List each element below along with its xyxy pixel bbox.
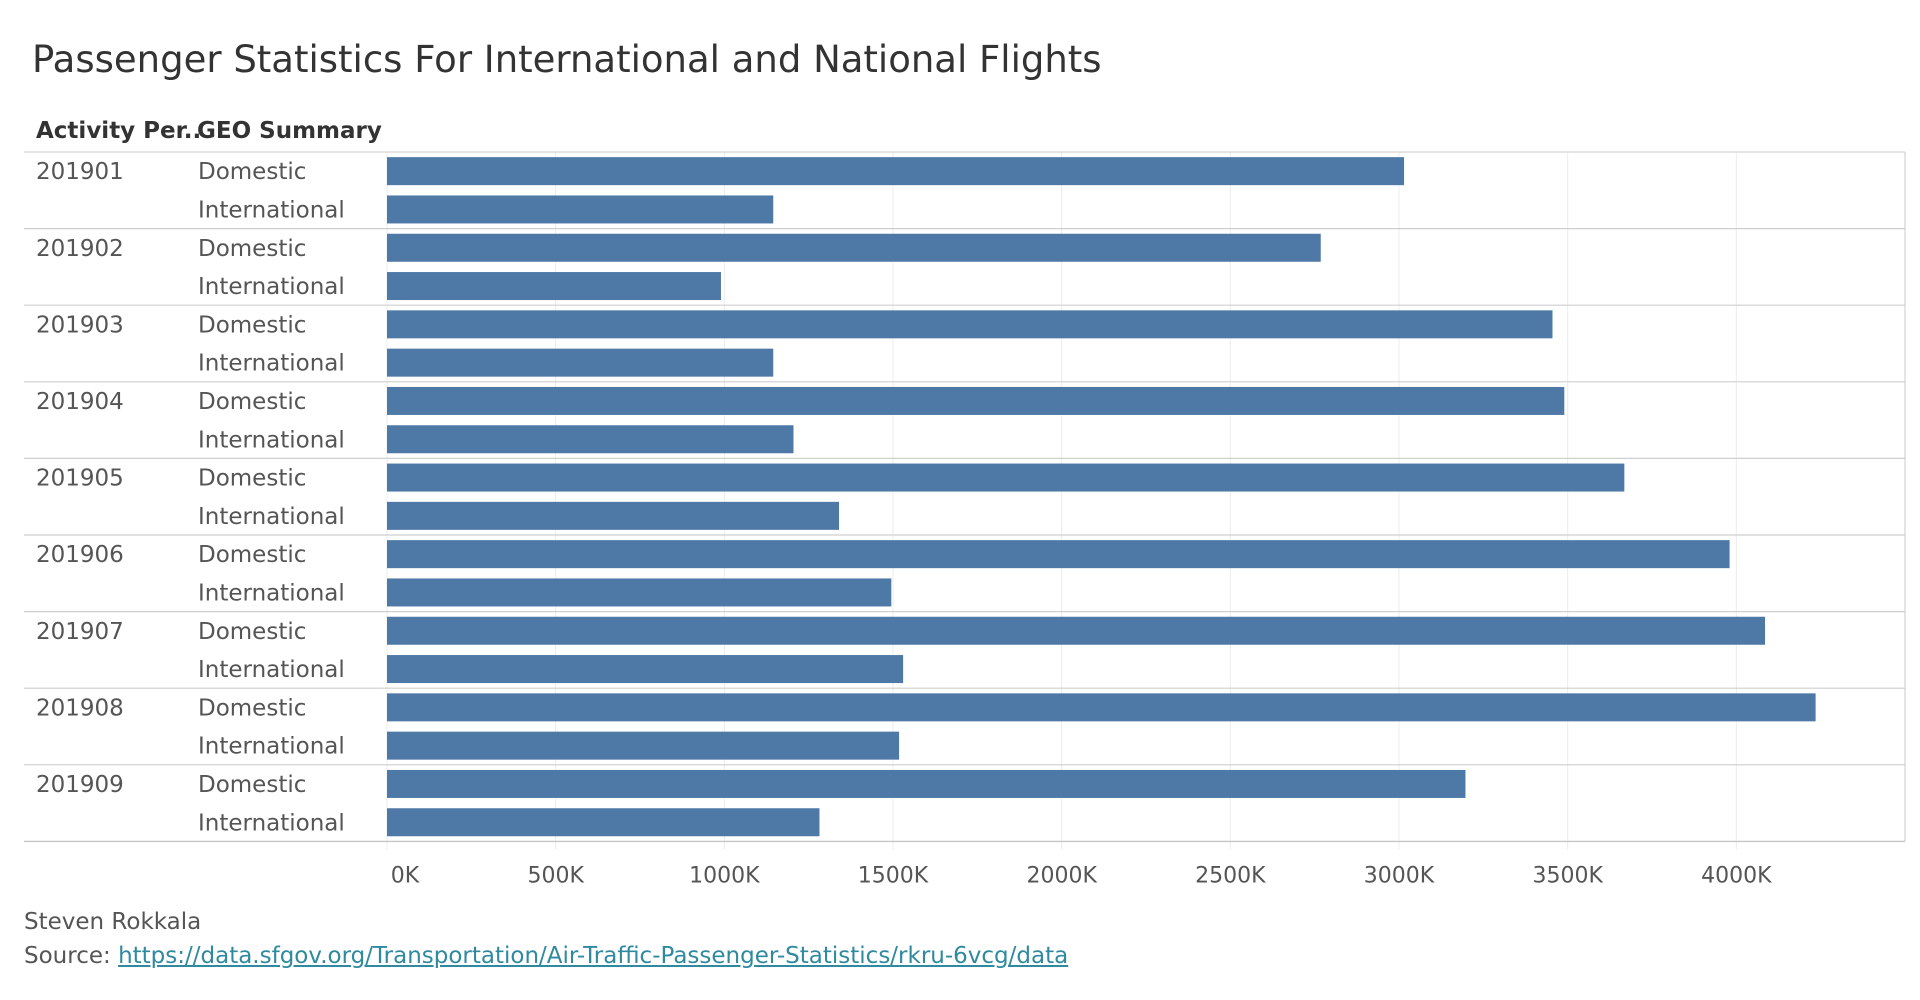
period-label: 201909 (36, 772, 124, 798)
period-label: 201908 (36, 695, 124, 721)
bar-domestic (387, 463, 1625, 492)
bar-international (387, 655, 904, 684)
bar-international (387, 425, 794, 454)
geo-label: International (198, 274, 345, 300)
geo-label: Domestic (198, 619, 306, 645)
header-geo-summary[interactable]: GEO Summary (197, 118, 382, 144)
x-tick-label: 3500K (1532, 863, 1603, 888)
geo-label: Domestic (198, 695, 306, 721)
geo-label: Domestic (198, 236, 306, 262)
bar-domestic (387, 540, 1730, 569)
x-tick-label: 4000K (1701, 863, 1772, 888)
period-label: 201901 (36, 159, 124, 185)
geo-label: International (198, 504, 345, 530)
source-link[interactable]: https://data.sfgov.org/Transportation/Ai… (118, 943, 1069, 969)
x-tick-label: 2500K (1195, 863, 1266, 888)
source-line: Source: https://data.sfgov.org/Transport… (24, 943, 1068, 969)
geo-label: Domestic (198, 389, 306, 415)
bar-domestic (387, 310, 1553, 339)
period-label: 201904 (36, 389, 124, 415)
x-tick-label: 1500K (858, 863, 929, 888)
geo-label: Domestic (198, 542, 306, 568)
bar-international (387, 272, 721, 301)
x-tick-label: 3000K (1364, 863, 1435, 888)
bar-domestic (387, 157, 1405, 186)
source-label: Source: (24, 943, 119, 969)
geo-label: International (198, 734, 345, 760)
period-label: 201907 (36, 619, 124, 645)
x-tick-label: 0K (391, 863, 420, 888)
author-credit: Steven Rokkala (24, 909, 202, 935)
period-label: 201903 (36, 312, 124, 338)
x-tick-label: 500K (527, 863, 584, 888)
chart-title: Passenger Statistics For International a… (32, 38, 1102, 81)
x-tick-label: 1000K (689, 863, 760, 888)
header-activity-period[interactable]: Activity Per.. (36, 118, 202, 144)
bar-domestic (387, 233, 1321, 262)
bar-domestic (387, 769, 1466, 798)
bar-domestic (387, 386, 1565, 415)
geo-label: Domestic (198, 312, 306, 338)
geo-label: International (198, 197, 345, 223)
bar-international (387, 501, 840, 530)
bar-international (387, 808, 820, 837)
bar-international (387, 731, 900, 760)
geo-label: Domestic (198, 466, 306, 492)
bar-international (387, 578, 892, 607)
geo-label: Domestic (198, 772, 306, 798)
bar-domestic (387, 616, 1766, 645)
bar-domestic (387, 693, 1816, 722)
geo-label: Domestic (198, 159, 306, 185)
geo-label: International (198, 580, 345, 606)
bar-international (387, 348, 774, 377)
bar-international (387, 195, 774, 224)
geo-label: International (198, 657, 345, 683)
geo-label: International (198, 427, 345, 453)
period-label: 201906 (36, 542, 124, 568)
geo-label: International (198, 351, 345, 377)
geo-label: International (198, 810, 345, 836)
period-label: 201902 (36, 236, 124, 262)
x-tick-label: 2000K (1026, 863, 1097, 888)
period-label: 201905 (36, 466, 124, 492)
